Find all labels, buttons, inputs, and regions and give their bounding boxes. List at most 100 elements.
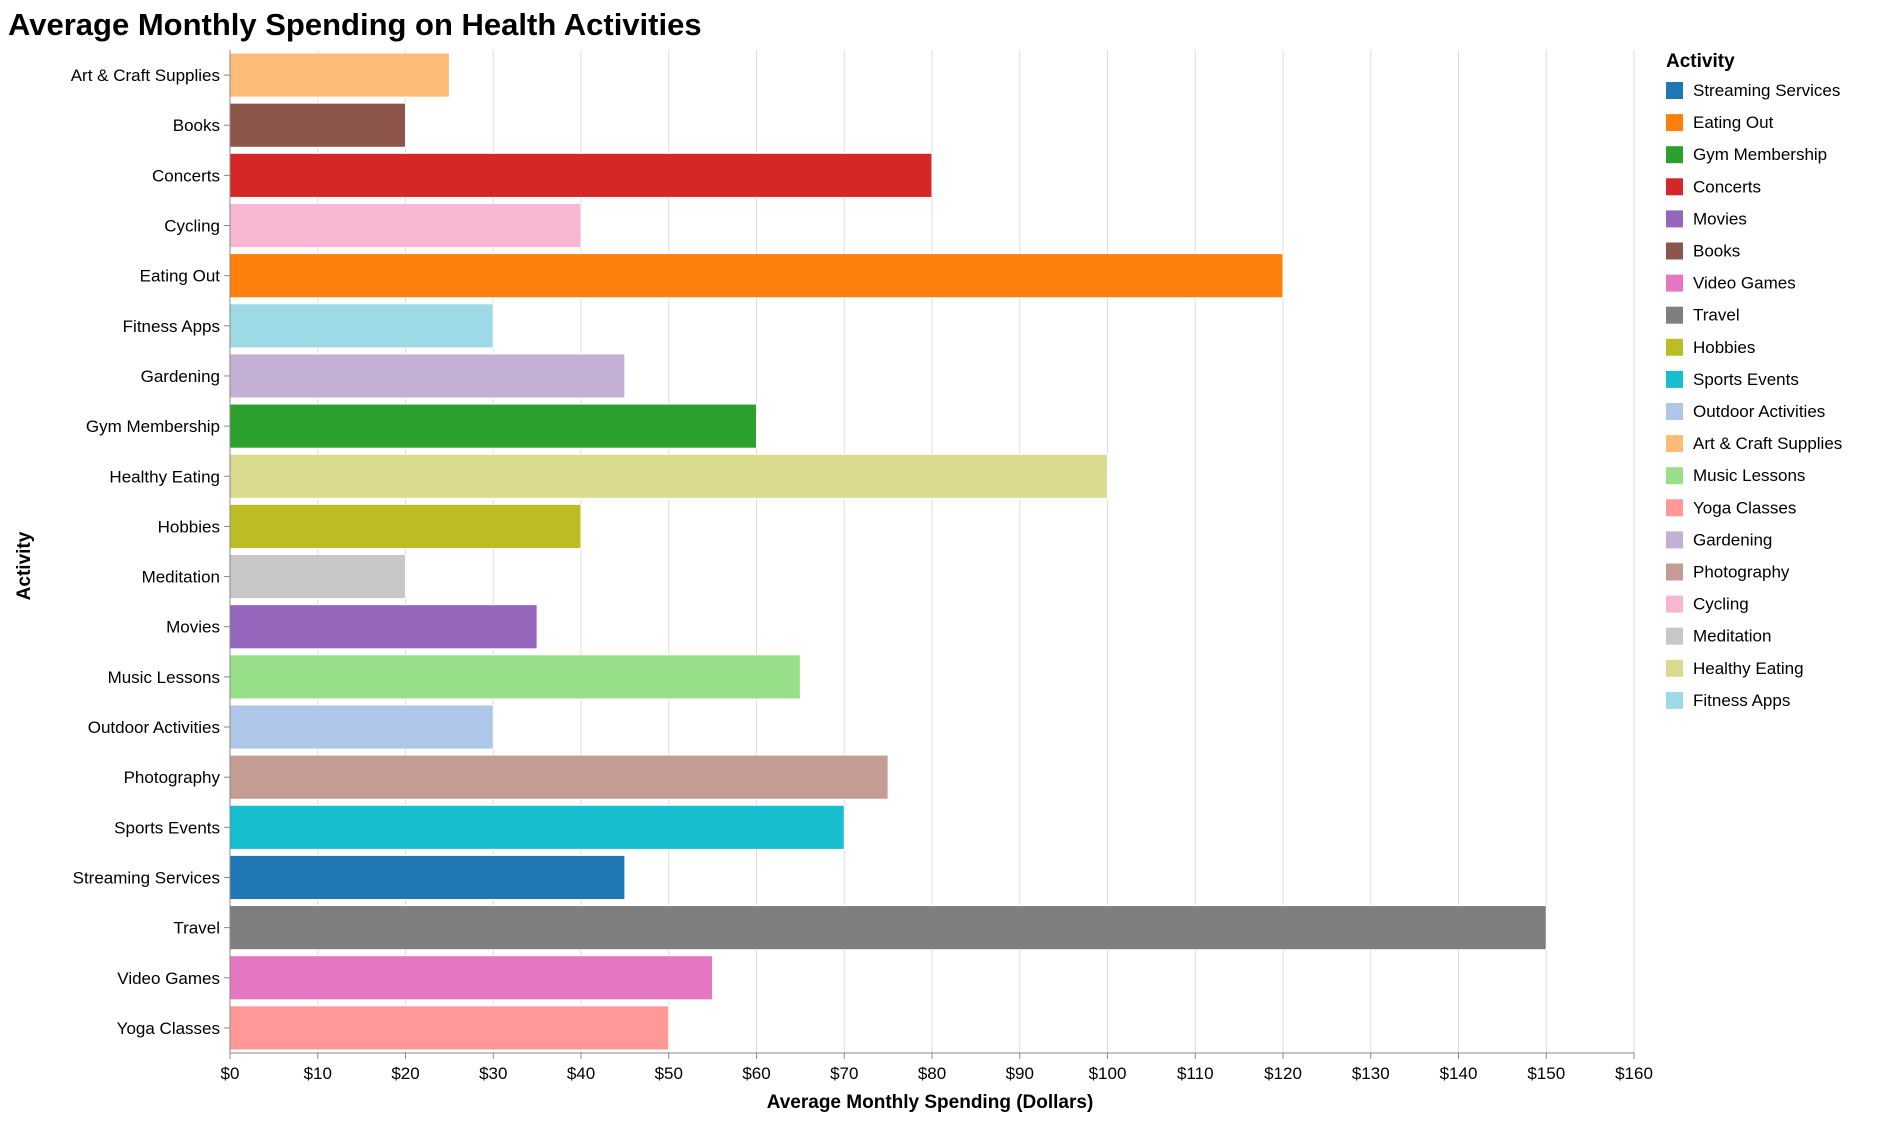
bar xyxy=(229,503,582,550)
bar xyxy=(229,604,538,650)
x-tick-label: $0 xyxy=(221,1064,240,1083)
legend-label: Hobbies xyxy=(1693,338,1755,357)
y-tick-label: Art & Craft Supplies xyxy=(71,66,220,85)
legend-label: Photography xyxy=(1693,563,1790,582)
legend-swatch xyxy=(1666,595,1683,613)
x-tick-label: $40 xyxy=(567,1064,595,1083)
legend-swatch xyxy=(1666,467,1683,485)
x-tick-label: $160 xyxy=(1615,1064,1653,1083)
legend-swatch xyxy=(1666,435,1683,453)
legend-swatch xyxy=(1666,563,1683,581)
y-tick-label: Travel xyxy=(173,919,220,938)
legend-label: Fitness Apps xyxy=(1693,691,1790,710)
y-tick-label: Movies xyxy=(166,618,220,637)
x-tick-label: $150 xyxy=(1527,1064,1565,1083)
x-tick-label: $10 xyxy=(304,1064,332,1083)
legend-label: Video Games xyxy=(1693,274,1796,293)
legend-label: Healthy Eating xyxy=(1693,659,1804,678)
gridlines xyxy=(229,50,1635,1053)
legend-label: Books xyxy=(1693,242,1740,261)
legend-label: Art & Craft Supplies xyxy=(1693,434,1842,453)
chart-title: Average Monthly Spending on Health Activ… xyxy=(8,7,702,42)
y-tick-label: Video Games xyxy=(117,969,220,988)
legend-swatch xyxy=(1666,338,1683,356)
bar xyxy=(229,905,1547,951)
legend-swatch xyxy=(1666,146,1683,164)
x-tick-label: $110 xyxy=(1177,1064,1214,1083)
legend-swatch xyxy=(1666,274,1683,292)
bar xyxy=(229,453,1108,499)
y-axis: Art & Craft Supplies Books Concerts Cycling… xyxy=(71,50,231,1053)
legend-swatch xyxy=(1666,82,1683,99)
legend-swatch xyxy=(1666,114,1683,132)
bar xyxy=(229,303,494,349)
x-tick-label: $80 xyxy=(918,1064,946,1083)
y-tick-label: Gym Membership xyxy=(86,417,220,436)
legend-title: Activity xyxy=(1666,51,1735,72)
legend-swatch xyxy=(1666,210,1683,228)
legend-swatch xyxy=(1666,370,1683,388)
x-tick-label: $140 xyxy=(1440,1064,1478,1083)
y-tick-label: Eating Out xyxy=(140,267,221,286)
y-axis-title: Activity xyxy=(14,531,35,600)
bar xyxy=(229,353,626,399)
y-tick-label: Gardening xyxy=(141,367,220,386)
legend-label: Travel xyxy=(1693,306,1740,325)
y-tick-label: Photography xyxy=(124,768,221,787)
x-tick-label: $120 xyxy=(1264,1064,1302,1083)
bar xyxy=(229,152,933,198)
bar xyxy=(229,102,406,148)
bar xyxy=(229,253,1284,299)
x-tick-label: $100 xyxy=(1089,1064,1127,1083)
bar xyxy=(229,754,889,800)
x-tick-label: $90 xyxy=(1006,1064,1034,1083)
y-tick-label: Outdoor Activities xyxy=(88,718,220,737)
bar xyxy=(229,955,714,1001)
x-tick-label: $30 xyxy=(479,1064,507,1083)
y-tick-label: Books xyxy=(173,116,220,135)
y-tick-label: Music Lessons xyxy=(108,668,220,687)
legend-label: Gardening xyxy=(1693,530,1772,549)
legend-label: Sports Events xyxy=(1693,370,1799,389)
legend-label: Cycling xyxy=(1693,595,1749,614)
legend-label: Concerts xyxy=(1693,177,1761,196)
bar xyxy=(229,202,582,249)
legend: Activity Streaming Services Eating Out Gym… xyxy=(1666,51,1842,710)
bar xyxy=(229,854,626,901)
legend-label: Yoga Classes xyxy=(1693,498,1796,517)
y-tick-label: Meditation xyxy=(142,568,220,587)
bar xyxy=(229,704,494,750)
legend-label: Eating Out xyxy=(1693,113,1774,132)
y-tick-label: Concerts xyxy=(152,166,220,185)
y-tick-label: Fitness Apps xyxy=(123,317,220,336)
x-tick-label: $70 xyxy=(830,1064,858,1083)
x-tick-label: $20 xyxy=(391,1064,419,1083)
x-tick-label: $50 xyxy=(655,1064,683,1083)
legend-label: Music Lessons xyxy=(1693,466,1805,485)
legend-label: Streaming Services xyxy=(1693,81,1840,100)
y-tick-label: Hobbies xyxy=(158,517,220,536)
x-tick-label: $130 xyxy=(1352,1064,1390,1083)
bar xyxy=(229,804,845,850)
y-tick-label: Streaming Services xyxy=(73,868,220,887)
legend-swatch xyxy=(1666,242,1683,260)
x-axis-title: Average Monthly Spending (Dollars) xyxy=(767,1092,1094,1113)
legend-label: Movies xyxy=(1693,209,1747,228)
bars xyxy=(229,52,1547,1051)
y-tick-label: Cycling xyxy=(164,217,220,236)
legend-label: Meditation xyxy=(1693,627,1771,646)
legend-swatch xyxy=(1666,178,1683,196)
legend-swatch xyxy=(1666,403,1683,420)
bar xyxy=(229,52,450,98)
legend-swatch xyxy=(1666,531,1683,549)
legend-swatch xyxy=(1666,659,1683,677)
y-tick-label: Sports Events xyxy=(114,818,220,837)
y-tick-label: Healthy Eating xyxy=(109,467,220,486)
legend-swatch xyxy=(1666,691,1683,709)
bar xyxy=(229,1005,670,1051)
legend-label: Outdoor Activities xyxy=(1693,402,1825,421)
x-tick-label: $60 xyxy=(742,1064,770,1083)
legend-swatch xyxy=(1666,306,1683,324)
